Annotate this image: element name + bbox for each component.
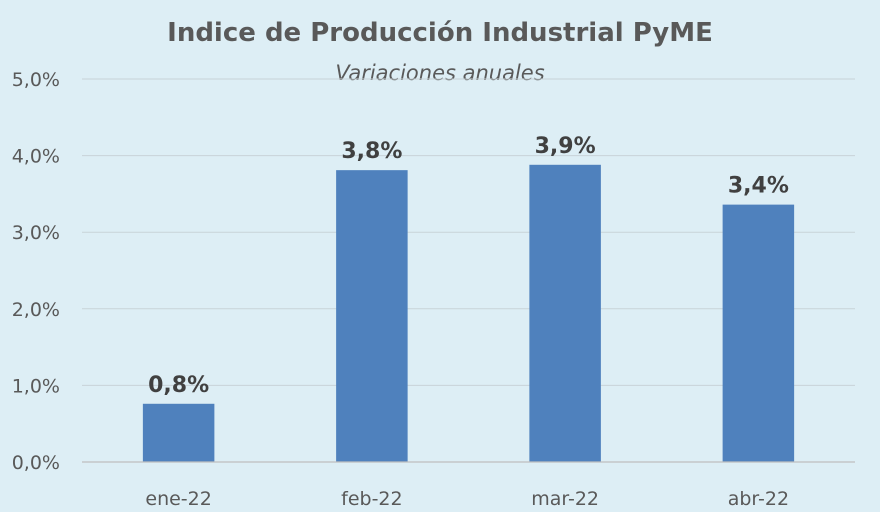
data-label: 3,9% bbox=[535, 134, 596, 159]
bar-ene-22 bbox=[142, 403, 215, 462]
y-tick-label: 5,0% bbox=[12, 69, 60, 91]
data-labels: 0,8% 3,8% 3,9% 3,4% bbox=[148, 134, 789, 398]
bar-mar-22 bbox=[529, 164, 601, 463]
y-tick-label: 3,0% bbox=[12, 222, 60, 244]
y-tick-label: 0,0% bbox=[12, 452, 60, 474]
bar-abr-22 bbox=[722, 204, 795, 462]
data-label: 0,8% bbox=[148, 373, 209, 398]
y-tick-label: 4,0% bbox=[12, 146, 60, 168]
data-label: 3,8% bbox=[341, 139, 402, 164]
x-tick-label: abr-22 bbox=[728, 488, 789, 510]
chart-title: Indice de Producción Industrial PyME bbox=[167, 18, 713, 48]
data-label: 3,4% bbox=[728, 174, 789, 199]
y-axis-ticks: 0,0% 1,0% 2,0% 3,0% 4,0% 5,0% bbox=[12, 69, 60, 474]
bar-feb-22 bbox=[336, 170, 408, 463]
x-tick-label: ene-22 bbox=[145, 488, 211, 510]
y-tick-label: 1,0% bbox=[12, 375, 60, 397]
x-axis-ticks: ene-22 feb-22 mar-22 abr-22 bbox=[145, 488, 789, 510]
x-tick-label: mar-22 bbox=[531, 488, 599, 510]
bars bbox=[142, 164, 795, 463]
chart-subtitle: Variaciones anuales bbox=[335, 61, 544, 85]
x-tick-label: feb-22 bbox=[341, 488, 402, 510]
y-tick-label: 2,0% bbox=[12, 299, 60, 321]
